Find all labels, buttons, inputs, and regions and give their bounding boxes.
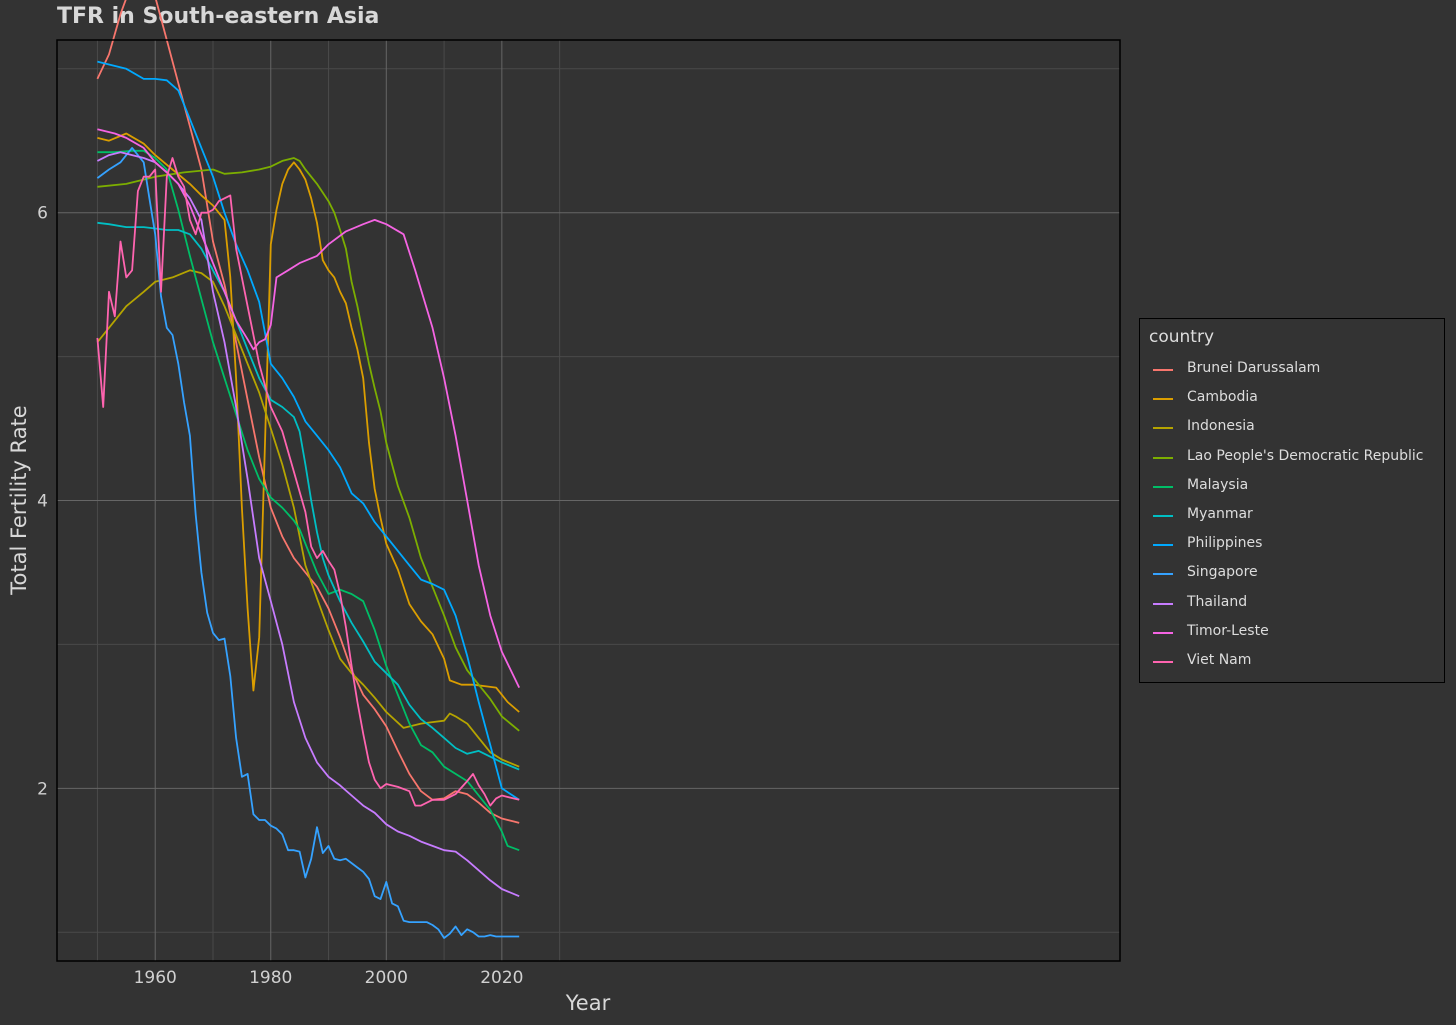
y-tick-labels: 2 4 6: [37, 204, 48, 800]
legend-swatch: [1153, 515, 1173, 517]
legend-label: Timor-Leste: [1187, 622, 1269, 639]
legend-label: Lao People's Democratic Republic: [1187, 447, 1424, 464]
y-tick-label: 2: [37, 779, 48, 799]
legend-swatch: [1153, 485, 1173, 488]
legend-label: Cambodia: [1187, 389, 1258, 406]
y-tick-label: 4: [37, 492, 48, 512]
x-tick-label: 1980: [249, 968, 292, 988]
legend-swatch: [1153, 369, 1173, 371]
series-line-0: [96, 0, 520, 824]
legend-title: country: [1149, 327, 1215, 347]
x-tick-label: 1960: [134, 968, 177, 988]
legend-label: Indonesia: [1187, 418, 1255, 435]
legend-label: Philippines: [1187, 535, 1263, 552]
legend-label: Viet Nam: [1187, 652, 1252, 668]
plot-panel-border: [56, 39, 1121, 962]
series-line-7: [96, 146, 520, 939]
series-line-3: [97, 157, 520, 732]
x-tick-label: 2000: [365, 968, 408, 988]
series-lines: [96, 0, 521, 939]
legend-label: Myanmar: [1187, 506, 1253, 522]
series-line-5: [97, 221, 520, 771]
legend-item: Brunei Darussalam: [1149, 360, 1445, 380]
legend-swatch: [1153, 661, 1173, 663]
x-axis-label: Year: [565, 991, 611, 1015]
legend-label: Malaysia: [1187, 476, 1249, 493]
legend-item: Singapore: [1149, 564, 1445, 584]
legend-item: Viet Nam: [1149, 652, 1445, 672]
legend: country Brunei Darussalam Cambodia Indones…: [1139, 318, 1445, 683]
legend-item: Philippines: [1149, 535, 1445, 555]
legend-label: Thailand: [1187, 593, 1248, 610]
chart-title: TFR in South-eastern Asia: [57, 4, 380, 29]
legend-item: Cambodia: [1149, 389, 1445, 409]
x-tick-labels: 1960 1980 2000 2020: [134, 968, 524, 988]
legend-swatch: [1153, 456, 1173, 459]
legend-swatch: [1153, 602, 1173, 605]
legend-label: Brunei Darussalam: [1187, 360, 1321, 376]
series-line-1: [97, 132, 520, 713]
series-line-4: [97, 149, 520, 852]
legend-swatch: [1153, 398, 1173, 401]
legend-item: Lao People's Democratic Republic: [1149, 448, 1445, 468]
legend-item: Indonesia: [1149, 418, 1445, 438]
series-line-10: [96, 157, 520, 807]
series-line-2: [96, 269, 520, 768]
legend-item: Timor-Leste: [1149, 623, 1445, 643]
legend-swatch: [1153, 544, 1173, 547]
legend-item: Malaysia: [1149, 477, 1445, 497]
series-line-9: [97, 128, 521, 688]
y-axis-label: Total Fertility Rate: [7, 405, 31, 595]
series-line-6: [97, 60, 520, 801]
legend-swatch: [1153, 631, 1173, 634]
legend-swatch: [1153, 427, 1173, 430]
legend-item: Myanmar: [1149, 506, 1445, 526]
y-tick-label: 6: [37, 204, 48, 224]
legend-swatch: [1153, 573, 1173, 576]
legend-label: Singapore: [1187, 564, 1258, 581]
legend-item: Thailand: [1149, 594, 1445, 614]
x-tick-label: 2020: [480, 968, 523, 988]
grid-lines: [57, 40, 1120, 961]
